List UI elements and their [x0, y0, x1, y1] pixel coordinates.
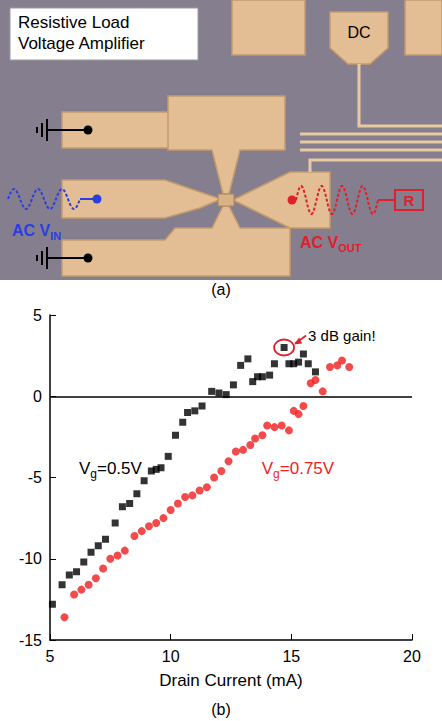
html-text:(a): (a) [211, 281, 231, 298]
svg-text:Resistive Load: Resistive Load [18, 13, 130, 32]
svg-text:-5: -5 [28, 469, 42, 486]
svg-text:AC VIN: AC VIN [12, 222, 61, 242]
svg-text:AC VOUT: AC VOUT [300, 234, 362, 254]
svg-text:-10: -10 [19, 550, 42, 567]
html-text:Vg=0.75V: Vg=0.75V [261, 459, 335, 482]
svg-text:15: 15 [282, 648, 300, 665]
svg-text:Voltage Amplifier: Voltage Amplifier [18, 34, 145, 53]
html-text:(b): (b) [211, 701, 231, 718]
svg-text:0: 0 [33, 388, 42, 405]
svg-text:5: 5 [33, 307, 42, 324]
svg-text:10: 10 [162, 648, 180, 665]
svg-text:20: 20 [403, 648, 421, 665]
svg-text:DC: DC [347, 24, 370, 41]
svg-text:5: 5 [46, 648, 55, 665]
html-text:Vg=0.5V: Vg=0.5V [79, 459, 142, 482]
html-text:3 dB gain!: 3 dB gain! [308, 326, 376, 344]
svg-text:R: R [404, 192, 415, 209]
svg-text:Drain Current (mA): Drain Current (mA) [159, 671, 303, 690]
svg-text:-15: -15 [19, 632, 42, 649]
